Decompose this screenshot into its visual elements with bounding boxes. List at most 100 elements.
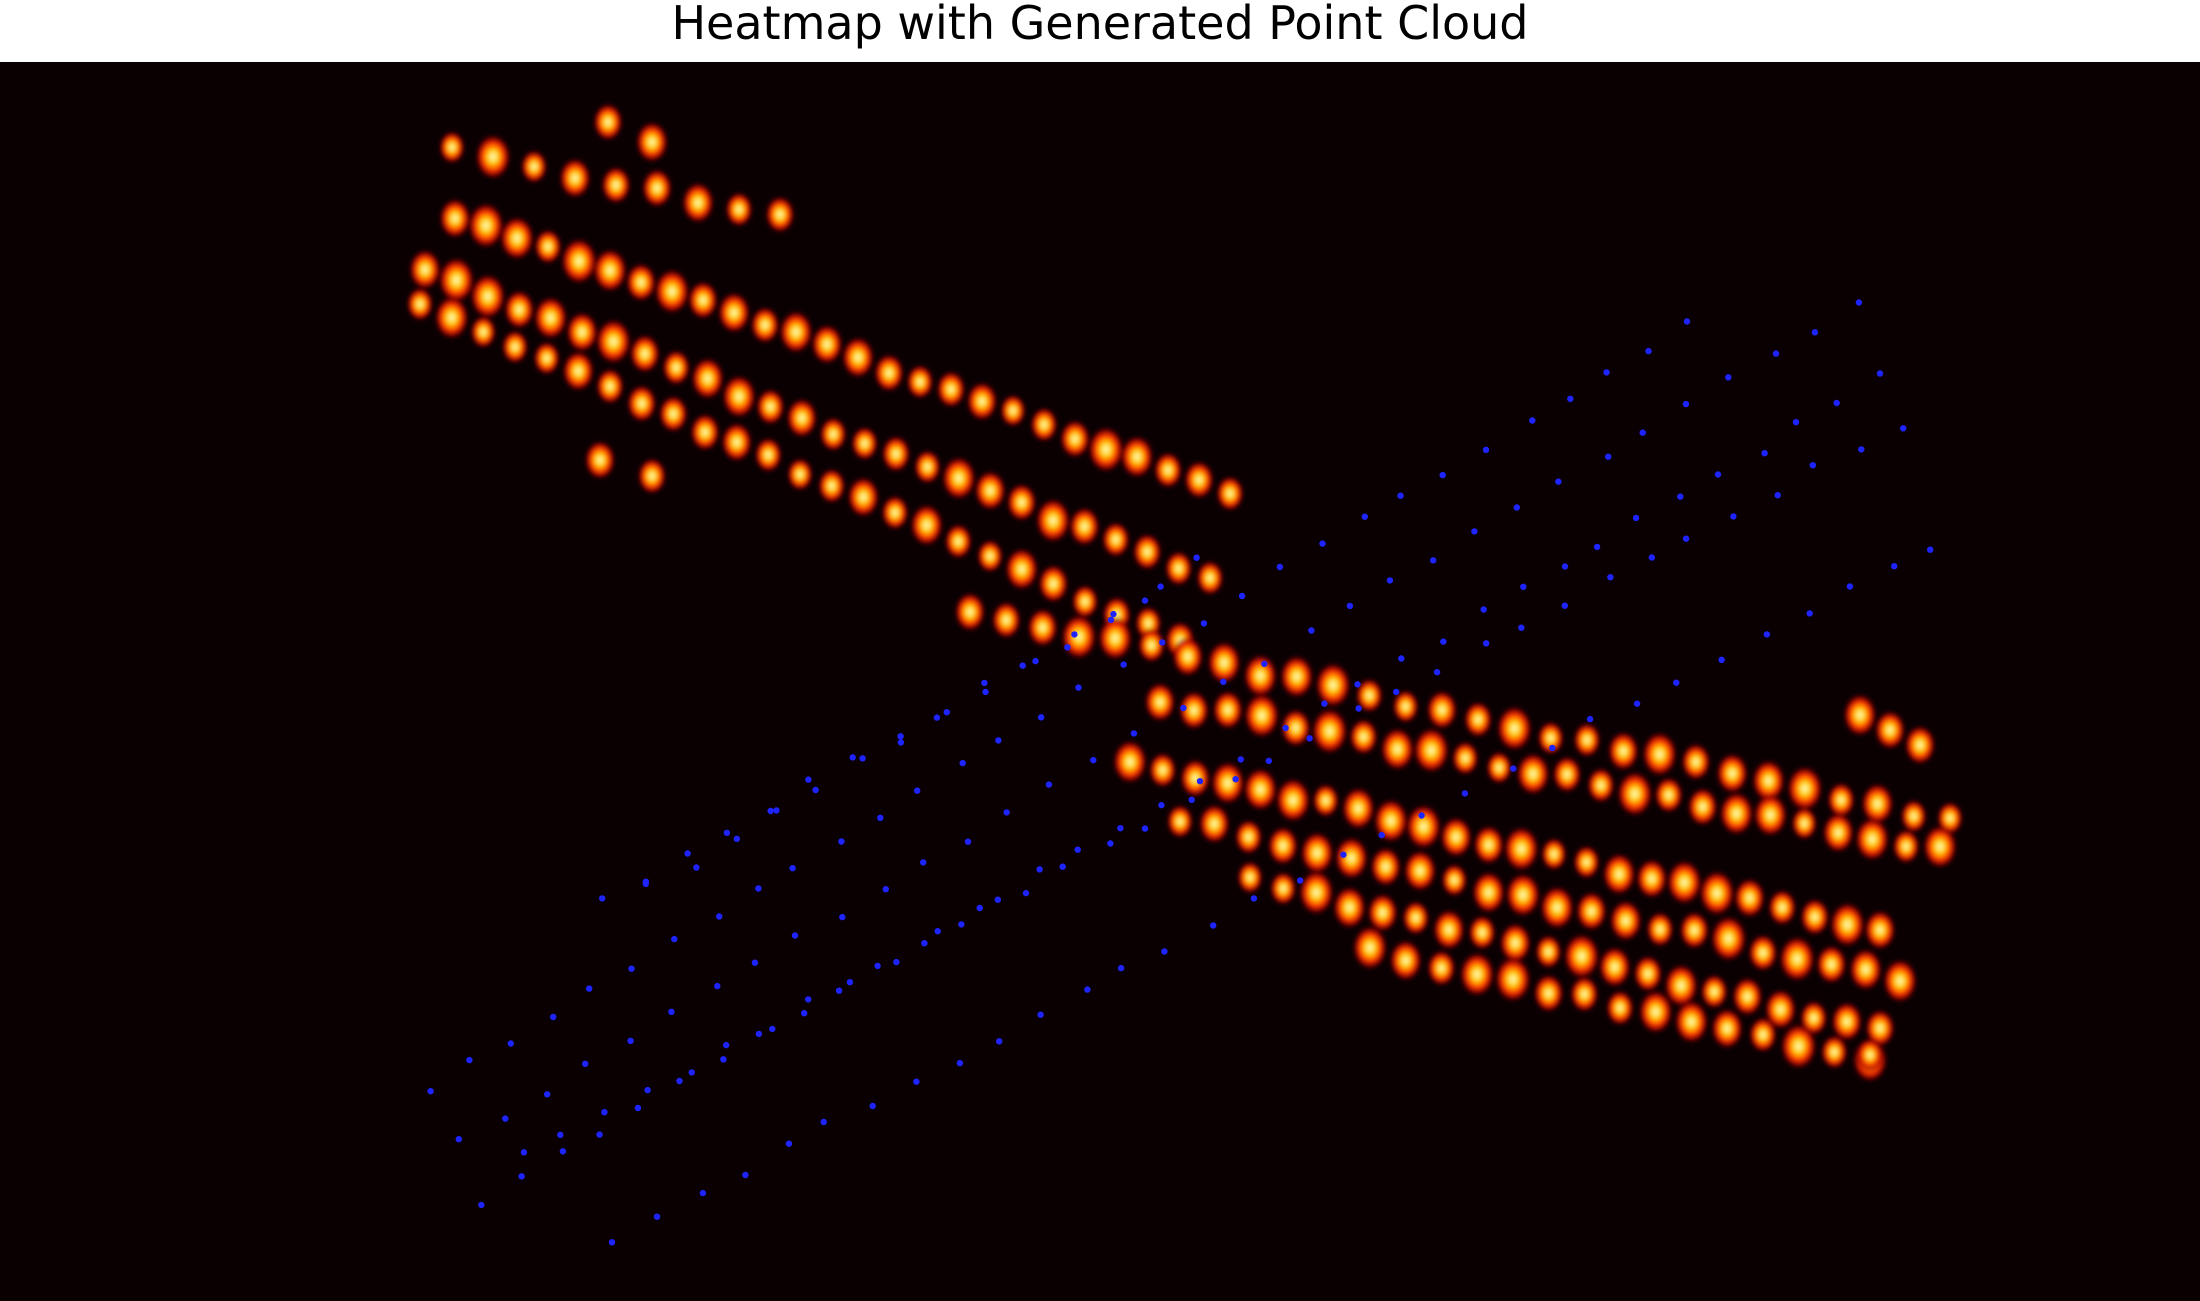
heat-blob <box>1005 548 1039 591</box>
cloud-point <box>751 959 759 966</box>
heat-blob <box>786 398 818 438</box>
heat-blob <box>559 158 591 199</box>
heat-blob <box>750 306 780 344</box>
heat-blob <box>1633 955 1663 992</box>
heat-blob <box>1237 861 1263 894</box>
heat-blob <box>1864 910 1896 950</box>
cloud-point <box>1306 735 1313 742</box>
heat-blob <box>1598 946 1631 988</box>
cloud-point <box>688 1069 695 1076</box>
heat-blob <box>534 229 562 264</box>
cloud-point <box>1398 655 1405 662</box>
cloud-point <box>1386 577 1394 584</box>
heat-blob <box>1537 721 1564 755</box>
heat-blob <box>1855 817 1890 861</box>
cloud-point <box>1833 399 1840 407</box>
heat-blob <box>662 350 691 386</box>
cloud-point <box>601 1109 608 1116</box>
cloud-point <box>1927 546 1934 553</box>
heat-blob <box>765 196 795 233</box>
cloud-point <box>920 859 927 866</box>
heat-blob <box>1734 878 1766 918</box>
cloud-point <box>1586 715 1594 723</box>
heat-blob <box>1719 791 1754 836</box>
cloud-point <box>1037 1011 1044 1018</box>
heat-blob <box>1666 860 1702 905</box>
heat-blob <box>562 350 595 392</box>
heat-blob <box>941 456 976 500</box>
heat-blob <box>1038 564 1069 603</box>
cloud-point <box>1645 347 1652 355</box>
heat-blob <box>1333 886 1366 929</box>
cloud-point <box>455 1136 462 1143</box>
cloud-point <box>1346 602 1354 610</box>
heat-blob <box>1716 753 1748 794</box>
cloud-point <box>1071 631 1078 638</box>
cloud-point <box>1483 640 1490 647</box>
heat-blob <box>1207 641 1241 684</box>
heat-blob <box>1244 693 1280 738</box>
cloud-point <box>716 913 723 920</box>
cloud-point <box>1607 574 1614 581</box>
cloud-point <box>557 1131 564 1139</box>
cloud-point <box>1430 557 1437 564</box>
cloud-point <box>1022 889 1030 897</box>
heat-blob <box>1861 783 1894 825</box>
cloud-point <box>1714 471 1722 478</box>
heat-blob <box>851 426 878 461</box>
heat-blob <box>1764 989 1797 1030</box>
heat-blob <box>561 238 597 284</box>
heat-blob <box>1552 756 1582 793</box>
cloud-point <box>1265 757 1273 765</box>
cloud-point <box>1846 583 1854 590</box>
heat-blob <box>1674 1000 1709 1044</box>
cloud-point <box>1193 554 1200 561</box>
cloud-point <box>628 965 635 972</box>
heat-blob <box>1280 655 1314 698</box>
heat-blob <box>725 192 753 227</box>
heat-blob <box>1499 923 1532 963</box>
heat-blob <box>1030 407 1058 442</box>
cloud-point <box>805 776 812 783</box>
cloud-point <box>958 921 965 928</box>
cloud-point <box>1774 492 1781 499</box>
cloud-point <box>693 864 700 871</box>
heat-blob <box>1370 847 1402 887</box>
cloud-point <box>1593 543 1601 551</box>
heat-blob <box>1035 498 1071 543</box>
heat-blob <box>596 368 624 405</box>
cloud-point <box>1210 922 1217 929</box>
heat-blob <box>1212 690 1244 730</box>
cloud-point <box>1237 756 1245 763</box>
heat-blob <box>1540 886 1575 930</box>
heat-blob <box>1216 476 1244 511</box>
cloud-point <box>1633 700 1641 707</box>
heat-blob <box>1184 460 1214 499</box>
cloud-point <box>1418 812 1425 819</box>
cloud-point <box>1188 796 1195 803</box>
heat-blob <box>1505 873 1541 917</box>
cloud-point <box>582 1060 589 1068</box>
cloud-point <box>1471 528 1478 535</box>
heat-blob <box>658 395 688 433</box>
heat-blob <box>566 312 598 353</box>
cloud-point <box>1718 656 1725 663</box>
heat-blob <box>1000 394 1026 427</box>
heat-blob <box>1849 948 1883 991</box>
heat-blob <box>1101 521 1130 558</box>
heat-blob <box>906 364 934 399</box>
heat-blob <box>1280 709 1311 747</box>
heat-blob <box>690 413 720 451</box>
heat-blob <box>1587 767 1615 803</box>
heat-blob <box>1576 891 1607 931</box>
cloud-point <box>849 754 856 761</box>
cloud-point <box>1196 778 1204 785</box>
cloud-point <box>1876 370 1884 377</box>
heat-blob <box>626 384 657 423</box>
cloud-point <box>599 895 606 902</box>
heat-blob <box>936 371 966 408</box>
cloud-point <box>653 1213 661 1220</box>
cloud-point <box>1393 688 1400 696</box>
cloud-point <box>1555 478 1562 485</box>
heat-blob <box>910 504 944 546</box>
